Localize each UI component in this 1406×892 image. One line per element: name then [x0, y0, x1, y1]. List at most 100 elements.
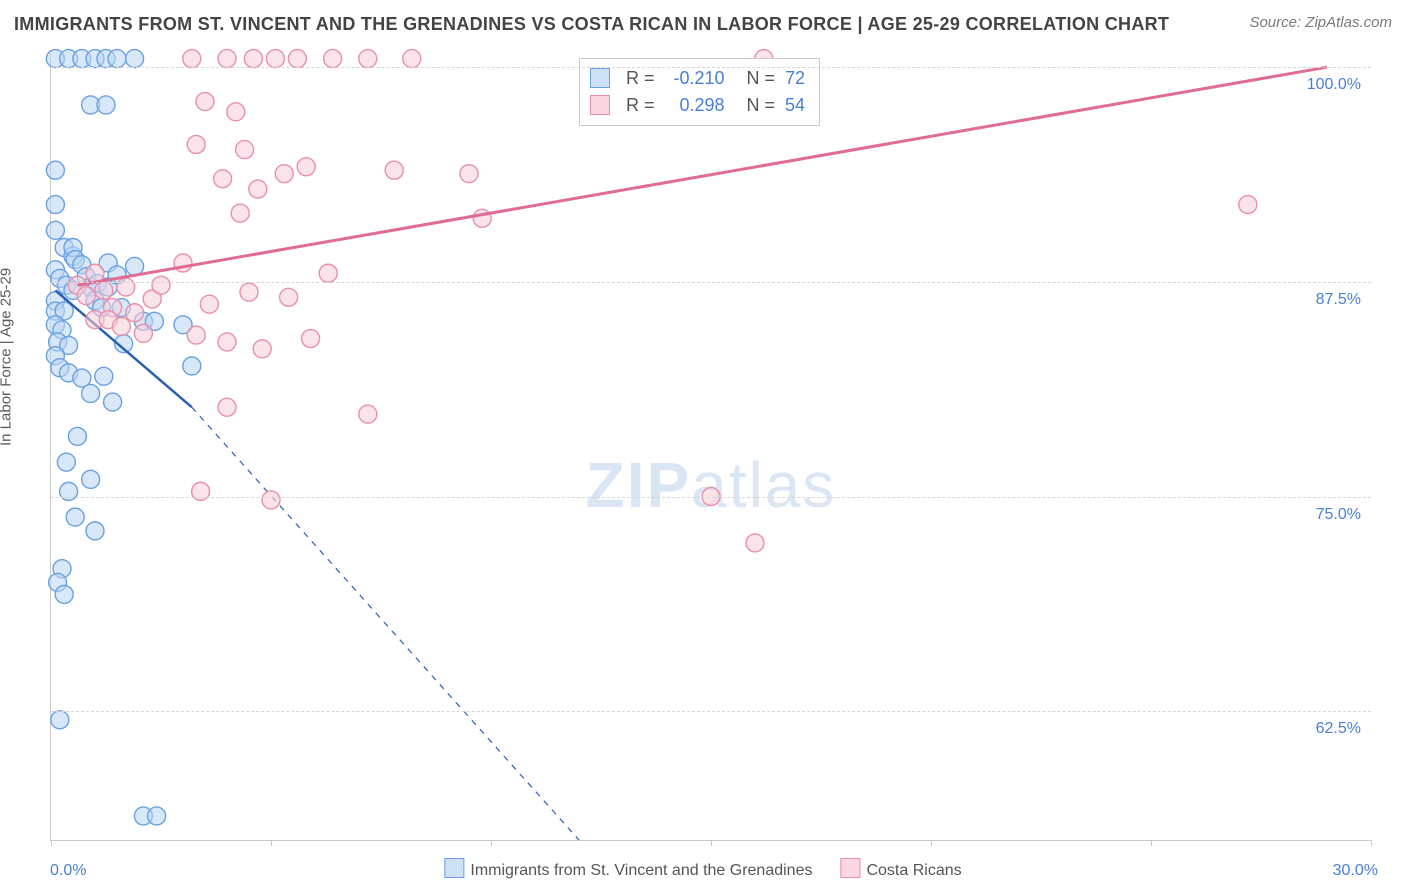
blue-point	[55, 585, 73, 603]
r-label: R =	[626, 92, 655, 119]
pink-point	[218, 398, 236, 416]
source-attribution: Source: ZipAtlas.com	[1249, 14, 1392, 31]
pink-point	[227, 103, 245, 121]
blue-point	[95, 367, 113, 385]
legend-row: R = 0.298 N = 54	[590, 92, 805, 119]
chart-title: IMMIGRANTS FROM ST. VINCENT AND THE GREN…	[14, 14, 1169, 35]
pink-point	[460, 165, 478, 183]
n-value: 54	[785, 92, 805, 119]
pink-point	[240, 283, 258, 301]
blue-point	[51, 711, 69, 729]
blue-trendline-extrapolated	[192, 407, 579, 840]
chart-header: IMMIGRANTS FROM ST. VINCENT AND THE GREN…	[14, 14, 1392, 35]
pink-point	[236, 141, 254, 159]
pink-point	[253, 340, 271, 358]
legend-swatch	[590, 95, 610, 115]
n-label: N =	[747, 92, 776, 119]
x-tick	[931, 840, 932, 846]
pink-point	[297, 158, 315, 176]
n-value: 72	[785, 65, 805, 92]
blue-point	[86, 522, 104, 540]
pink-point	[117, 278, 135, 296]
legend-label: Immigrants from St. Vincent and the Gren…	[470, 862, 812, 879]
legend-item: Costa Ricans	[840, 858, 961, 880]
pink-point	[196, 93, 214, 111]
pink-point	[746, 534, 764, 552]
blue-point	[66, 508, 84, 526]
pink-point	[288, 50, 306, 68]
pink-point	[244, 50, 262, 68]
legend-swatch	[840, 858, 860, 878]
blue-point	[108, 50, 126, 68]
pink-point	[77, 287, 95, 305]
x-axis-start-label: 0.0%	[50, 862, 86, 880]
pink-point	[319, 264, 337, 282]
y-tick-label: 62.5%	[1316, 720, 1361, 738]
blue-point	[46, 221, 64, 239]
pink-point	[95, 281, 113, 299]
blue-point	[104, 393, 122, 411]
pink-point	[473, 209, 491, 227]
pink-point	[152, 276, 170, 294]
pink-point	[187, 326, 205, 344]
blue-point	[148, 807, 166, 825]
blue-point	[57, 453, 75, 471]
pink-point	[134, 324, 152, 342]
pink-point	[280, 288, 298, 306]
legend-swatch	[590, 68, 610, 88]
scatter-plot-area: ZIPatlas R =-0.210N =72R =0.298N =54 62.…	[50, 50, 1371, 841]
y-tick-label: 100.0%	[1307, 76, 1361, 94]
y-tick-label: 87.5%	[1316, 291, 1361, 309]
pink-point	[187, 135, 205, 153]
blue-point	[183, 357, 201, 375]
pink-point	[302, 330, 320, 348]
blue-point	[46, 196, 64, 214]
x-tick	[1371, 840, 1372, 846]
pink-point	[403, 50, 421, 68]
gridline	[51, 282, 1371, 283]
legend-row: R =-0.210N =72	[590, 65, 805, 92]
pink-point	[126, 304, 144, 322]
legend-label: Costa Ricans	[866, 862, 961, 879]
x-tick	[711, 840, 712, 846]
pink-point	[214, 170, 232, 188]
blue-point	[82, 470, 100, 488]
y-tick-label: 75.0%	[1316, 506, 1361, 524]
pink-point	[231, 204, 249, 222]
blue-point	[68, 427, 86, 445]
pink-point	[359, 50, 377, 68]
pink-point	[183, 50, 201, 68]
plot-svg	[51, 50, 1371, 840]
blue-point	[60, 482, 78, 500]
r-value: 0.298	[665, 92, 725, 119]
pink-point	[275, 165, 293, 183]
pink-point	[359, 405, 377, 423]
y-axis-label: In Labor Force | Age 25-29	[0, 268, 15, 446]
blue-point	[46, 161, 64, 179]
blue-point	[82, 384, 100, 402]
pink-point	[112, 318, 130, 336]
n-label: N =	[747, 65, 776, 92]
pink-point	[218, 333, 236, 351]
x-tick	[1151, 840, 1152, 846]
gridline	[51, 711, 1371, 712]
pink-point	[385, 161, 403, 179]
r-label: R =	[626, 65, 655, 92]
pink-point	[266, 50, 284, 68]
x-tick	[491, 840, 492, 846]
blue-point	[97, 96, 115, 114]
pink-point	[1239, 196, 1257, 214]
blue-point	[126, 50, 144, 68]
pink-point	[324, 50, 342, 68]
pink-point	[218, 50, 236, 68]
pink-point	[192, 482, 210, 500]
x-axis-end-label: 30.0%	[1333, 862, 1378, 880]
pink-point	[262, 491, 280, 509]
gridline	[51, 497, 1371, 498]
gridline	[51, 67, 1371, 68]
pink-point	[86, 264, 104, 282]
series-legend: Immigrants from St. Vincent and the Gren…	[444, 858, 961, 880]
pink-point	[249, 180, 267, 198]
legend-item: Immigrants from St. Vincent and the Gren…	[444, 858, 812, 880]
x-tick	[51, 840, 52, 846]
